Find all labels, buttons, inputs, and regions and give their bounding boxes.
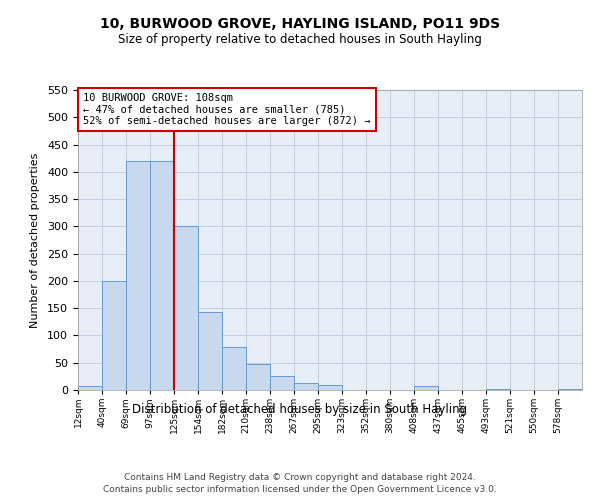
Y-axis label: Number of detached properties: Number of detached properties (30, 152, 40, 328)
Bar (270, 376, 294, 390)
Bar (102, 281, 126, 390)
Bar (222, 348, 246, 390)
Bar (150, 161, 174, 390)
Bar (414, 386, 438, 390)
Bar (246, 364, 270, 390)
Text: 10, BURWOOD GROVE, HAYLING ISLAND, PO11 9DS: 10, BURWOOD GROVE, HAYLING ISLAND, PO11 … (100, 18, 500, 32)
Bar (558, 389, 582, 390)
Bar (198, 312, 222, 390)
Bar (126, 161, 150, 390)
Text: Contains HM Land Registry data © Crown copyright and database right 2024.: Contains HM Land Registry data © Crown c… (124, 472, 476, 482)
Text: 10 BURWOOD GROVE: 108sqm
← 47% of detached houses are smaller (785)
52% of semi-: 10 BURWOOD GROVE: 108sqm ← 47% of detach… (83, 93, 371, 126)
Bar (78, 386, 102, 390)
Bar (486, 389, 510, 390)
Text: Contains public sector information licensed under the Open Government Licence v3: Contains public sector information licen… (103, 485, 497, 494)
Bar (318, 385, 342, 390)
Bar (294, 384, 318, 390)
Text: Size of property relative to detached houses in South Hayling: Size of property relative to detached ho… (118, 32, 482, 46)
Text: Distribution of detached houses by size in South Hayling: Distribution of detached houses by size … (133, 402, 467, 415)
Bar (174, 226, 198, 390)
